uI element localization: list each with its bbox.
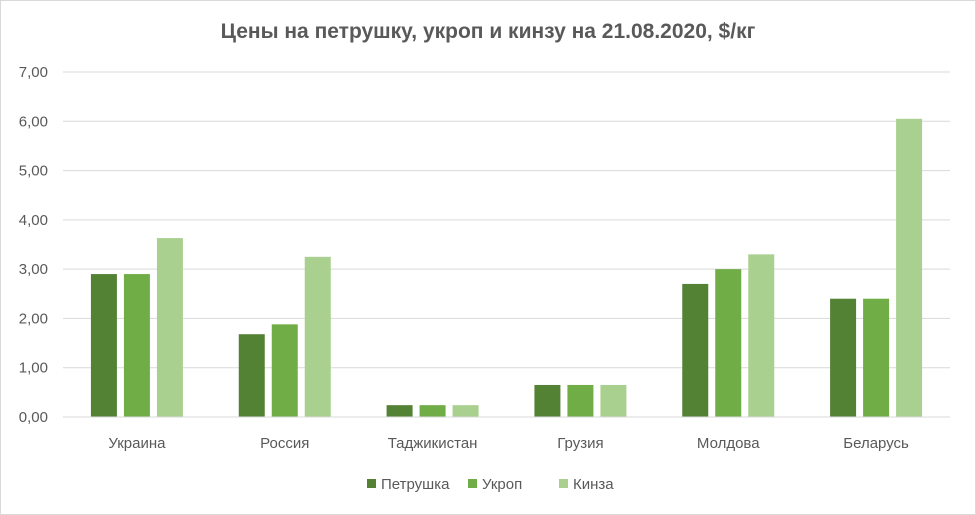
y-tick-label: 0,00	[19, 409, 48, 426]
bar-dill	[419, 405, 446, 417]
legend-swatch	[559, 479, 568, 488]
legend-swatch	[468, 479, 477, 488]
legend-label: Кинза	[573, 476, 614, 493]
legend-label: Петрушка	[381, 476, 450, 493]
category-label: Россия	[260, 435, 309, 452]
bar-dill	[567, 384, 594, 417]
legend-label: Укроп	[482, 476, 522, 493]
x-axis-category-labels: Украина Россия Таджикистан Грузия Молдова Бел…	[108, 435, 909, 452]
bar-dill	[123, 274, 150, 417]
y-tick-label: 6,00	[19, 113, 48, 130]
bar-parsley	[90, 274, 117, 417]
category-label: Грузия	[557, 435, 603, 452]
y-tick-label: 1,00	[19, 360, 48, 377]
bar-dill	[863, 298, 890, 417]
bar-parsley	[534, 384, 561, 417]
y-tick-label: 3,00	[19, 261, 48, 278]
bar-cilantro	[156, 238, 183, 417]
bar-dill	[715, 269, 742, 417]
bar-cilantro	[304, 256, 331, 417]
bar-cilantro	[748, 254, 775, 417]
y-tick-label: 2,00	[19, 310, 48, 327]
bar-parsley	[682, 283, 709, 417]
y-tick-label: 4,00	[19, 212, 48, 229]
category-label: Беларусь	[843, 435, 909, 452]
category-label: Молдова	[697, 435, 760, 452]
legend: Петрушка Укроп Кинза	[367, 476, 614, 493]
bar-cilantro	[452, 405, 479, 417]
bar-parsley	[386, 405, 413, 417]
y-tick-label: 5,00	[19, 163, 48, 180]
bars	[90, 118, 923, 418]
y-axis-tick-labels: 0,00 1,00 2,00 3,00 4,00 5,00 6,00 7,00	[19, 64, 48, 426]
category-label: Таджикистан	[388, 435, 478, 452]
legend-swatch	[367, 479, 376, 488]
bar-parsley	[830, 298, 857, 417]
category-label: Украина	[108, 435, 166, 452]
bar-cilantro	[896, 118, 923, 418]
bar-parsley	[238, 334, 265, 417]
bar-dill	[271, 324, 298, 417]
gridlines	[63, 71, 950, 369]
chart-title: Цены на петрушку, укроп и кинзу на 21.08…	[220, 20, 756, 43]
bar-cilantro	[600, 384, 627, 417]
y-tick-label: 7,00	[19, 64, 48, 81]
